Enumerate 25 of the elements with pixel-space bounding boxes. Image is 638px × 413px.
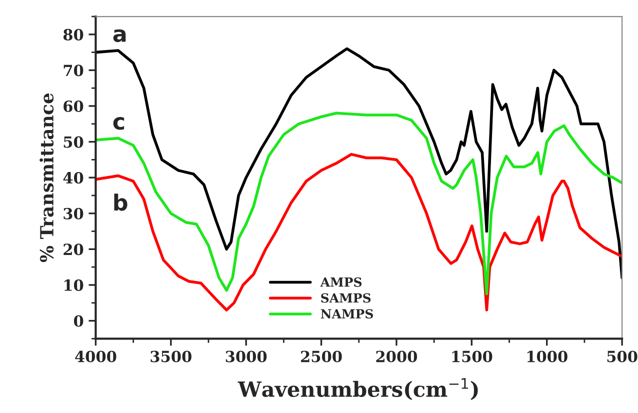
y-tick-label: 40: [63, 172, 84, 184]
y-tick-label: 20: [64, 244, 84, 256]
y-tick-label: 50: [64, 136, 84, 148]
x-axis-title: Wavenumbers(cm$^{−1}$): [238, 378, 478, 400]
x-tick-label: 2500: [301, 350, 342, 362]
y-tick-label: 80: [63, 28, 84, 40]
legend-label: AMPS: [320, 277, 362, 287]
legend-label: NAMPS: [320, 309, 373, 319]
x-tick-label: 1500: [452, 350, 492, 362]
y-tick-label: 70: [64, 64, 84, 76]
annotation: b: [114, 194, 128, 211]
y-tick-label: 10: [64, 279, 84, 291]
x-tick-label: 1000: [527, 350, 568, 362]
annotation: a: [113, 29, 126, 42]
y-axis-title: % Transmittance: [40, 93, 54, 262]
y-tick-label: 60: [64, 100, 84, 112]
y-tick-label: 0: [74, 315, 84, 327]
y-tick-label: 30: [64, 208, 84, 220]
legend-label: SAMPS: [321, 293, 371, 303]
annotation: c: [113, 117, 124, 130]
x-tick-label: 4000: [75, 350, 116, 362]
x-tick-label: 3000: [226, 350, 267, 362]
x-tick-label: 500: [607, 350, 638, 362]
x-tick-label: 2000: [376, 350, 418, 362]
x-tick-label: 3500: [150, 350, 192, 362]
